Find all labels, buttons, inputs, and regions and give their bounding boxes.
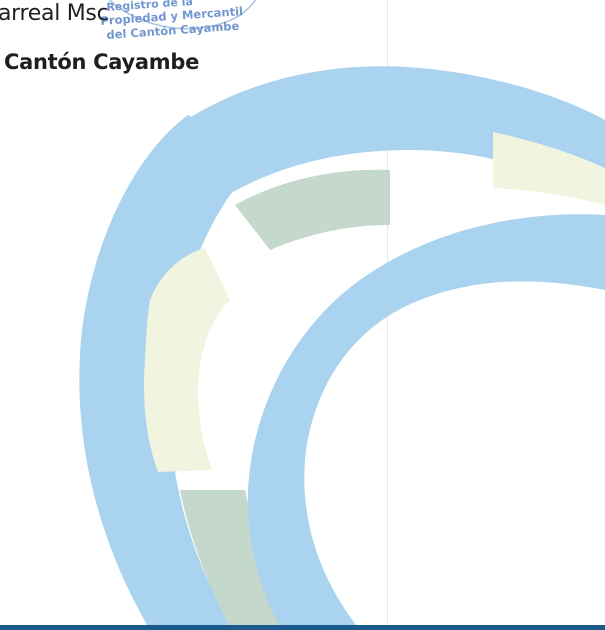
gray-green-arc-top xyxy=(235,169,390,250)
stamp-circle-outline xyxy=(108,0,257,30)
footer-bar xyxy=(0,625,605,630)
outer-blue-arc-top xyxy=(168,66,605,210)
registry-stamp: Registro de la Propiedad y Mercantil del… xyxy=(66,0,261,46)
page-fold-line xyxy=(387,0,388,625)
signer-name: arreal Msc xyxy=(0,1,109,26)
pale-yellow-arc-left xyxy=(144,248,230,472)
inner-blue-ring xyxy=(247,214,605,630)
pale-yellow-arc-top-right xyxy=(493,132,605,205)
signer-title: Cantón Cayambe xyxy=(4,50,200,74)
